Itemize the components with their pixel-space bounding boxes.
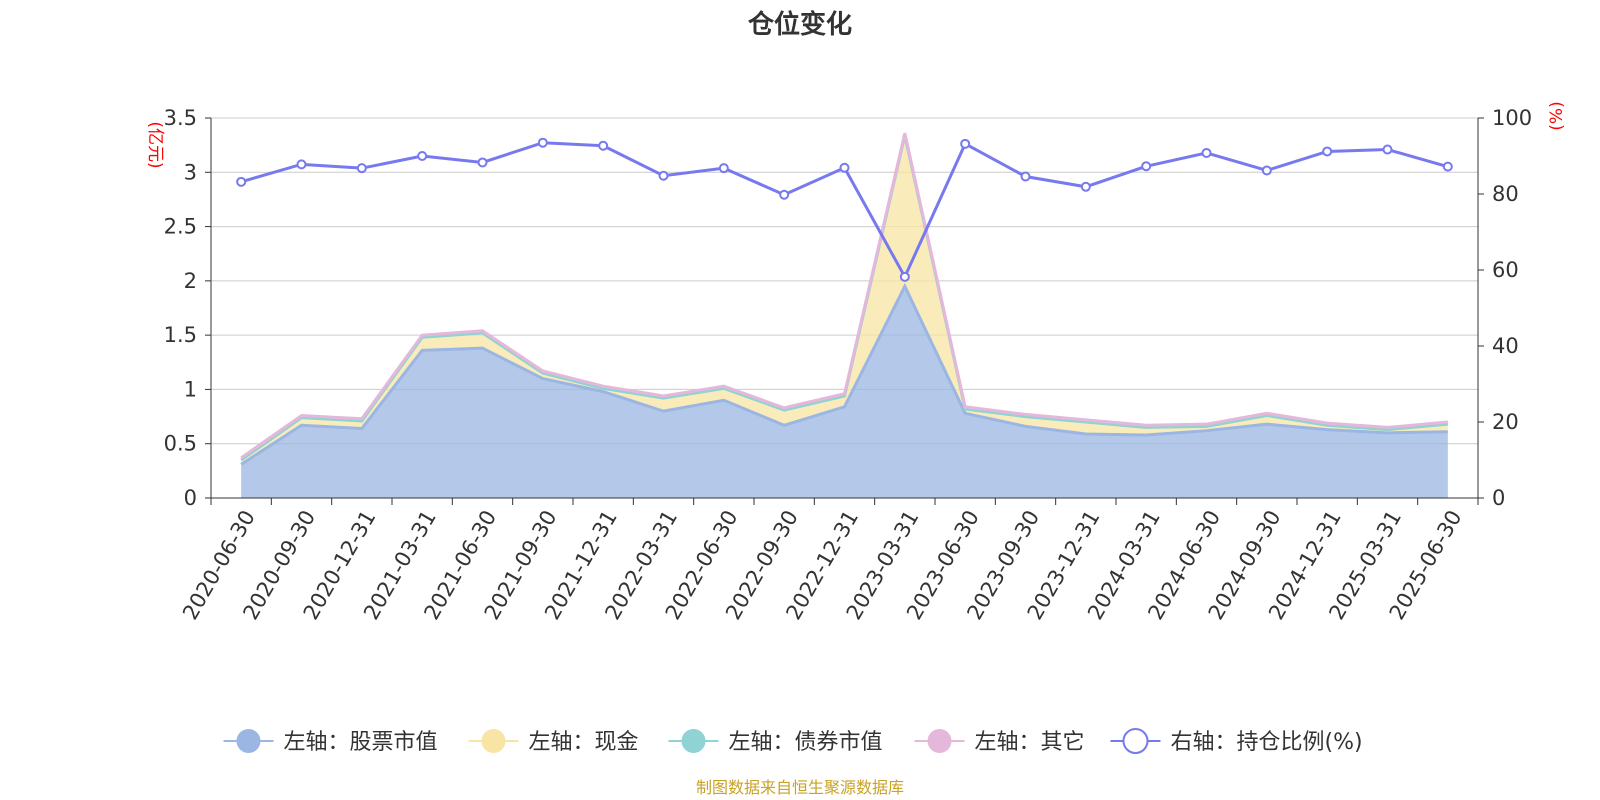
left-tick-label: 2 <box>184 269 197 293</box>
legend-item[interactable]: 左轴：其它 <box>914 729 1085 755</box>
legend-item[interactable]: 右轴：持仓比例(%) <box>1110 728 1363 755</box>
right-tick-label: 100 <box>1492 106 1532 130</box>
legend-circle-icon <box>236 729 261 753</box>
area-0 <box>241 286 1448 498</box>
ratio-point <box>1201 147 1212 158</box>
legend-circle-icon <box>681 729 706 753</box>
area-1 <box>241 135 1448 465</box>
left-tick-label: 1.5 <box>164 323 197 347</box>
left-tick-label: 3 <box>184 160 197 184</box>
ratio-point <box>236 176 247 187</box>
right-tick-label: 40 <box>1492 334 1519 358</box>
position-ratio-line <box>236 137 1453 282</box>
ratio-point <box>537 137 548 148</box>
legend-label: 左轴：股票市值 <box>284 730 438 755</box>
ratio-point <box>356 163 367 174</box>
area-edge-3 <box>240 132 1448 460</box>
legend-item[interactable]: 左轴：债券市值 <box>668 729 883 755</box>
legend-label: 左轴：债券市值 <box>729 730 883 755</box>
right-tick-label: 20 <box>1492 410 1519 434</box>
ratio-point <box>1141 161 1152 172</box>
ratio-point <box>1261 165 1272 176</box>
right-tick-label: 0 <box>1492 486 1505 510</box>
ratio-point <box>1080 181 1091 192</box>
ratio-point <box>658 170 669 181</box>
ratio-point <box>417 151 428 161</box>
right-axis-unit: (%) <box>1547 101 1567 130</box>
legend-label: 左轴：现金 <box>529 730 639 755</box>
left-tick-label: 0.5 <box>164 432 197 456</box>
area-edge-0 <box>240 282 1448 466</box>
ratio-point <box>1442 161 1453 172</box>
ratio-point <box>960 138 971 149</box>
ratio-point <box>839 162 850 173</box>
left-axis-unit: (亿元) <box>145 121 165 168</box>
legend-circle-icon <box>927 729 952 753</box>
ratio-point <box>899 271 910 282</box>
stacked-areas <box>240 132 1448 498</box>
legend-circle-icon <box>481 729 506 753</box>
ratio-point <box>1020 171 1031 182</box>
legend-label: 右轴：持仓比例(%) <box>1171 730 1363 755</box>
legend[interactable]: 左轴：股票市值 左轴：现金 左轴：债券市值 左轴：其它 右轴：持仓比例(%) <box>223 728 1363 755</box>
legend-item[interactable]: 左轴：现金 <box>468 729 639 755</box>
right-tick-label: 80 <box>1492 182 1519 206</box>
chart-title: 仓位变化 <box>747 9 852 40</box>
ratio-point <box>477 157 488 168</box>
source-note: 制图数据来自恒生聚源数据库 <box>696 778 904 797</box>
ratio-point <box>718 163 729 174</box>
area-edge-2 <box>240 135 1448 462</box>
left-tick-label: 1 <box>184 377 197 401</box>
axes: 00.511.522.533.50204060801002020-06-3020… <box>164 106 1533 624</box>
legend-hollow-circle-icon <box>1122 728 1149 754</box>
left-tick-label: 0 <box>184 486 197 510</box>
legend-item[interactable]: 左轴：股票市值 <box>223 729 438 755</box>
ratio-point <box>296 159 307 170</box>
legend-label: 左轴：其它 <box>975 730 1085 755</box>
left-tick-label: 2.5 <box>164 215 197 239</box>
ratio-point <box>1322 146 1333 157</box>
left-tick-label: 3.5 <box>164 106 197 130</box>
right-tick-label: 60 <box>1492 258 1519 282</box>
ratio-point <box>598 140 609 151</box>
ratio-point <box>1382 144 1393 155</box>
ratio-point <box>779 189 790 200</box>
